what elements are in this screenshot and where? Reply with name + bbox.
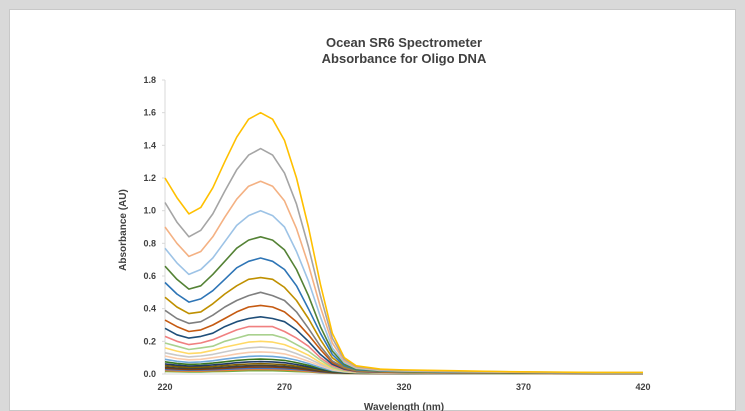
y-axis-ticks: 0.0 0.2 0.4 0.6 0.8 1.0 1.2 1.4 1.6 1.8 (143, 75, 165, 379)
y-axis-title: Absorbance (AU) (118, 189, 129, 271)
y-tick-label: 1.6 (143, 108, 156, 118)
y-tick-label: 0.8 (143, 238, 156, 248)
x-tick-label: 320 (396, 382, 411, 392)
chart-frame (9, 9, 736, 411)
x-tick-label: 220 (157, 382, 172, 392)
chart-subtitle: Absorbance for Oligo DNA (322, 51, 487, 66)
spectrum-series-line (164, 257, 643, 374)
spectrum-series-line (164, 209, 643, 374)
y-tick-label: 1.0 (143, 206, 156, 216)
plot-area (164, 80, 643, 375)
y-tick-label: 1.8 (143, 75, 156, 85)
y-tick-label: 0.6 (143, 271, 156, 281)
y-tick-label: 0.0 (143, 369, 156, 379)
y-tick-label: 1.2 (143, 173, 156, 183)
spectrum-series-line (164, 236, 643, 374)
x-axis-ticks: 220 270 320 370 420 (157, 382, 650, 392)
x-tick-label: 370 (516, 382, 531, 392)
spectrum-series-line (164, 276, 643, 375)
y-tick-label: 0.2 (143, 336, 156, 346)
x-axis-title: Wavelength (nm) (364, 402, 444, 411)
x-tick-label: 270 (277, 382, 292, 392)
x-tick-label: 420 (635, 382, 650, 392)
y-tick-label: 0.4 (143, 304, 156, 314)
chart-title: Ocean SR6 Spectrometer (326, 35, 482, 50)
spectrum-series-line (164, 111, 643, 374)
y-tick-label: 1.4 (143, 140, 156, 150)
